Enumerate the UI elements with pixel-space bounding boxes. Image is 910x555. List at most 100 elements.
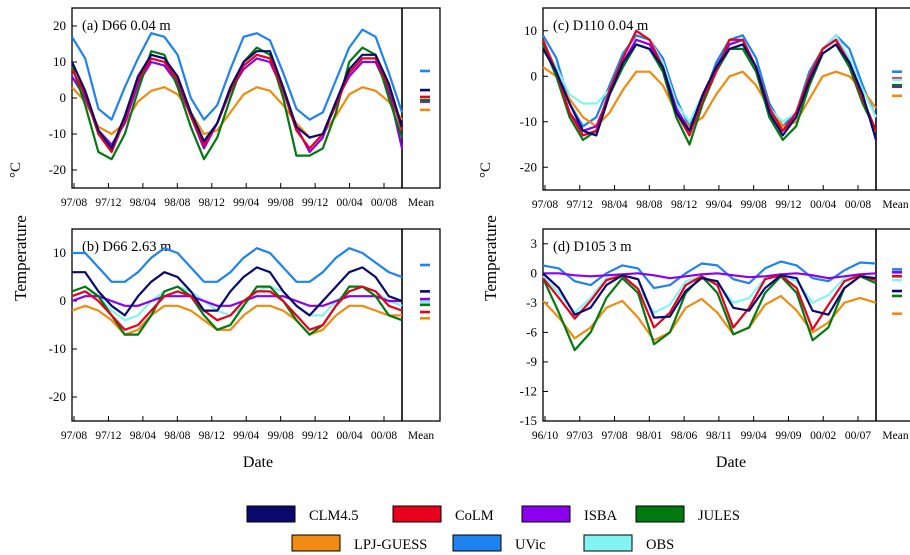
y-tick-label: -10 — [49, 126, 66, 141]
x-tick-label: 99/04 — [233, 430, 259, 442]
series-line-jules — [542, 275, 877, 352]
y-tick-label: -10 — [520, 114, 537, 129]
legend-label: JULES — [698, 508, 740, 524]
y-tick-label: -20 — [520, 159, 537, 174]
series-line-uvic — [72, 247, 403, 283]
x-tick-label: 96/10 — [532, 430, 558, 442]
x-axis-title-left: Date — [243, 454, 273, 471]
y-axis-title: Temperature — [11, 215, 30, 301]
plot-frame — [71, 228, 441, 422]
series-line-colm — [541, 29, 878, 137]
y-axis-unit: °C — [478, 162, 494, 178]
y-tick-label: -20 — [49, 162, 66, 177]
mean-label: Mean — [882, 430, 908, 442]
series-line-lpj-guess — [542, 66, 877, 128]
panel-2: -20 -10 0 10 97/08 97/12 98/04 98/08 98/12 99/04 9… — [520, 7, 910, 211]
mean-label: Mean — [882, 199, 908, 211]
panel-3: -15 -12 -9 -6 -3 0 3 96/10 97/03 97/08 98/01 98/06 9… — [520, 228, 910, 442]
x-tick-label: 98/04 — [130, 430, 156, 442]
panel-title: (c) D110 0.04 m — [553, 18, 649, 34]
legend-item-uvic: UVic — [452, 534, 546, 553]
y-tick-label: 20 — [53, 18, 66, 33]
y-tick-label: -20 — [49, 389, 66, 404]
y-tick-label: -3 — [526, 295, 537, 310]
panel-title: (d) D105 3 m — [553, 239, 632, 255]
y-tick-label: 10 — [53, 245, 66, 260]
y-axis-label-right: Temperature °C — [478, 162, 500, 301]
y-tick-label: -9 — [526, 354, 537, 369]
legend-item-obs: OBS — [583, 534, 674, 553]
x-tick-label: 98/08 — [636, 199, 662, 211]
legend-label: ISBA — [584, 508, 618, 524]
legend-label: LPJ-GUESS — [354, 537, 427, 553]
legend-item-isba: ISBA — [521, 505, 618, 524]
x-tick-label: 99/04 — [741, 430, 767, 442]
x-tick-label: 99/12 — [302, 197, 328, 209]
x-tick-label: 00/04 — [810, 199, 836, 211]
series-line-isba — [71, 295, 402, 307]
x-tick-label: 98/11 — [706, 430, 732, 442]
series-line-jules — [71, 285, 403, 336]
y-axis-label-left: Temperature °C — [8, 162, 30, 301]
y-tick-label: 10 — [524, 23, 537, 38]
x-tick-label: 98/06 — [671, 430, 697, 442]
plot-frame — [542, 7, 910, 191]
chart-legend: CLM4.5 CoLM ISBA JULES LPJ-GUESS UVic OBS — [246, 505, 740, 553]
legend-swatch — [521, 505, 571, 523]
x-tick-label: 00/04 — [336, 197, 362, 209]
y-tick-label: -12 — [520, 383, 537, 398]
x-tick-label: 97/08 — [61, 197, 87, 209]
y-tick-label: -10 — [49, 341, 66, 356]
x-tick-label: 98/04 — [601, 199, 627, 211]
series-line-clm4-5 — [71, 50, 404, 150]
x-tick-label: 00/04 — [336, 430, 362, 442]
y-tick-label: 0 — [60, 90, 67, 105]
panel-title: (a) D66 0.04 m — [82, 18, 171, 34]
series-line-clm4-5 — [72, 266, 403, 317]
legend-swatch — [452, 534, 502, 552]
x-tick-label: 97/03 — [567, 430, 593, 442]
legend-swatch — [246, 505, 296, 523]
y-axis-unit: °C — [8, 162, 24, 178]
x-tick-label: 99/08 — [741, 199, 767, 211]
y-tick-label: -6 — [526, 324, 537, 339]
x-tick-label: 00/07 — [845, 430, 871, 442]
legend-item-clm4-5: CLM4.5 — [246, 505, 359, 524]
legend-swatch — [392, 505, 442, 523]
y-tick-label: 0 — [60, 293, 67, 308]
x-tick-label: 98/01 — [636, 430, 662, 442]
x-axis-title-right: Date — [716, 454, 746, 471]
x-tick-label: 99/08 — [268, 197, 294, 209]
legend-label: UVic — [515, 537, 546, 553]
x-tick-label: 97/08 — [532, 199, 558, 211]
x-tick-label: 98/12 — [199, 430, 225, 442]
series-line-isba — [543, 272, 877, 280]
x-tick-label: 97/12 — [95, 430, 121, 442]
legend-swatch — [583, 534, 633, 552]
y-tick-label: 3 — [531, 236, 538, 251]
legend-swatch — [291, 534, 341, 552]
x-tick-label: 99/04 — [706, 199, 732, 211]
series-line-clm4-5 — [542, 272, 877, 319]
series-line-colm — [71, 285, 403, 331]
x-tick-label: 99/04 — [233, 197, 259, 209]
y-tick-label: 0 — [531, 68, 538, 83]
y-tick-label: 10 — [53, 54, 66, 69]
x-tick-label: 97/12 — [95, 197, 121, 209]
legend-item-lpj-guess: LPJ-GUESS — [291, 534, 427, 553]
chart-panels: -20 -10 0 10 20 97/08 97/12 98/04 98/08 98/12 99/0… — [49, 7, 910, 442]
legend-label: CLM4.5 — [309, 508, 359, 524]
series-line-colm — [71, 53, 404, 154]
legend-item-colm: CoLM — [392, 505, 494, 524]
x-tick-label: 99/08 — [268, 430, 294, 442]
series-line-uvic — [71, 28, 404, 121]
x-tick-label: 98/08 — [164, 430, 190, 442]
x-tick-label: 99/12 — [775, 199, 801, 211]
x-tick-label: 97/08 — [601, 430, 627, 442]
y-tick-label: 0 — [531, 265, 538, 280]
plot-frame — [542, 228, 910, 422]
legend-swatch — [635, 505, 685, 523]
x-tick-label: 00/08 — [371, 430, 397, 442]
panel-1: -20 -10 0 10 97/08 97/12 98/04 98/08 98/12 99/04 9… — [49, 228, 441, 442]
